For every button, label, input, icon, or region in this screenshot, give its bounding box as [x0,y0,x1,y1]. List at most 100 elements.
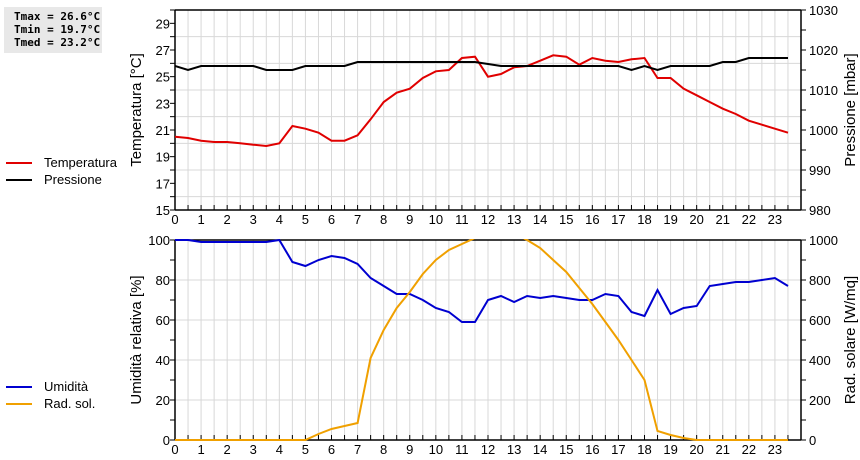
y-tick-label-right: 0 [809,433,816,448]
y-axis-label-right: Pressione [mbar] [842,53,859,166]
x-tick-label: 1 [197,212,204,227]
x-tick-label: 13 [507,212,521,227]
x-tick-label: 13 [507,442,521,457]
temperature-pressure-chart: 0 1 2 3 4 5 6 7 8 9 10 11 12 13 14 15 16 17 18 19 20 21 22 2315… [128,3,859,227]
legend-item-pressione: Pressione [6,171,117,188]
x-tick-label: 17 [611,442,625,457]
rad-sol--line [175,239,788,441]
legend-bottom-chart: Umidità Rad. sol. [6,378,95,412]
x-tick-label: 22 [742,212,756,227]
x-tick-label: 4 [276,212,283,227]
x-tick-label: 8 [380,442,387,457]
tmin-text: Tmin = 19.7°C [14,23,101,36]
y-tick-label-right: 400 [809,353,831,368]
legend-item-umidita: Umidità [6,378,95,395]
legend-label: Umidità [44,379,89,394]
y-tick-label-left: 29 [156,16,170,31]
x-tick-label: 15 [559,212,573,227]
temperature-stats-box: Tmax = 26.6°C Tmin = 19.7°C Tmed = 23.2°… [4,7,102,53]
legend-label: Temperatura [44,155,117,170]
pressione-line [175,57,788,72]
tmed-text: Tmed = 23.2°C [14,36,101,49]
y-axis-label-right: Rad. solare [W/mq] [842,276,859,404]
y-axis-label-left: Umidità relativa [%] [128,275,145,404]
tmax-text: Tmax = 26.6°C [14,10,101,23]
x-tick-label: 11 [455,212,469,227]
x-tick-label: 12 [481,442,495,457]
x-tick-label: 20 [689,442,703,457]
y-tick-label-left: 40 [156,353,170,368]
y-tick-label-left: 25 [156,70,170,85]
x-tick-label: 12 [481,212,495,227]
temperature-swatch [6,161,32,164]
y-tick-label-left: 20 [156,393,170,408]
legend-label: Rad. sol. [44,396,96,411]
y-tick-label-left: 60 [156,313,170,328]
x-tick-label: 1 [197,442,204,457]
pressure-swatch [6,178,32,181]
y-tick-label-left: 0 [163,433,170,448]
x-tick-label: 15 [559,442,573,457]
x-tick-label: 0 [171,442,178,457]
y-tick-label-left: 100 [148,233,170,248]
y-tick-label-left: 17 [156,176,170,191]
legend-item-temperatura: Temperatura [6,154,117,171]
humidity-swatch [6,385,32,388]
legend-item-rad-sol: Rad. sol. [6,395,95,412]
x-tick-label: 11 [455,442,469,457]
x-tick-label: 9 [406,212,413,227]
x-tick-label: 0 [171,212,178,227]
legend-top-chart: Temperatura Pressione [6,154,117,188]
x-tick-label: 21 [716,442,730,457]
x-tick-label: 17 [611,212,625,227]
x-tick-label: 19 [663,442,677,457]
y-tick-label-right: 1000 [809,123,838,138]
legend-label: Pressione [44,172,102,187]
x-tick-label: 20 [689,212,703,227]
y-tick-label-right: 980 [809,203,831,218]
x-tick-label: 16 [585,442,599,457]
x-tick-label: 10 [429,442,443,457]
y-tick-label-right: 600 [809,313,831,328]
y-tick-label-right: 800 [809,273,831,288]
y-tick-label-left: 21 [156,123,170,138]
y-tick-label-right: 1030 [809,3,838,18]
x-tick-label: 23 [768,212,782,227]
x-tick-label: 19 [663,212,677,227]
x-tick-label: 7 [354,212,361,227]
y-tick-label-left: 19 [156,150,170,165]
y-tick-label-left: 23 [156,96,170,111]
x-tick-label: 9 [406,442,413,457]
solar-radiation-swatch [6,402,32,405]
temperatura-line [175,54,789,148]
x-tick-label: 4 [276,442,283,457]
x-tick-label: 14 [533,212,547,227]
x-tick-label: 5 [302,212,309,227]
x-tick-label: 3 [250,442,257,457]
x-tick-label: 18 [637,212,651,227]
x-tick-label: 16 [585,212,599,227]
x-tick-label: 6 [328,442,335,457]
y-tick-label-left: 80 [156,273,170,288]
x-tick-label: 18 [637,442,651,457]
y-tick-label-left: 27 [156,43,170,58]
y-axis-label-left: Temperatura [°C] [128,53,145,167]
y-tick-label-right: 990 [809,163,831,178]
x-tick-label: 7 [354,442,361,457]
x-tick-label: 2 [224,212,231,227]
x-tick-label: 23 [768,442,782,457]
umidit--line [175,239,789,323]
x-tick-label: 14 [533,442,547,457]
y-tick-label-left: 15 [156,203,170,218]
y-tick-label-right: 1000 [809,233,838,248]
x-tick-label: 8 [380,212,387,227]
y-tick-label-right: 200 [809,393,831,408]
humidity-radiation-chart: 0 1 2 3 4 5 6 7 8 9 10 11 12 13 14 15 16 17 18 19 20 21 22 2302… [128,233,859,457]
x-tick-label: 5 [302,442,309,457]
x-tick-label: 10 [429,212,443,227]
x-tick-label: 2 [224,442,231,457]
x-tick-label: 6 [328,212,335,227]
x-tick-label: 3 [250,212,257,227]
y-tick-label-right: 1010 [809,83,838,98]
